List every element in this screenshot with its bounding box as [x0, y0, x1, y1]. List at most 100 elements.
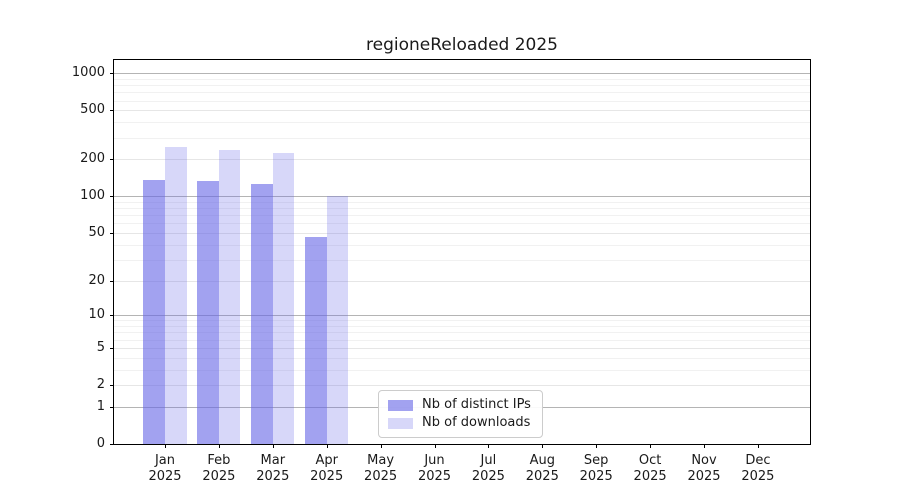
y-tick-label-1: 1 — [96, 398, 105, 414]
gridline-minor-600 — [114, 100, 810, 102]
x-tick-label-jun: Jun 2025 — [407, 453, 463, 485]
x-tick-label-nov: Nov 2025 — [676, 453, 732, 485]
legend-label-downloads: Nb of downloads — [422, 415, 531, 430]
y-tick-label-2: 2 — [96, 377, 105, 392]
x-tick-mark-jan — [165, 444, 166, 448]
y-tick-mark-50 — [110, 233, 114, 234]
gridline-minor-80 — [114, 208, 810, 210]
gridline-minor-700 — [114, 92, 810, 94]
gridline-minor-8 — [114, 326, 810, 328]
bar-ips-apr — [305, 237, 327, 444]
gridline-major-200 — [114, 159, 810, 161]
x-tick-month: Nov — [691, 453, 717, 468]
y-tick-label-10: 10 — [88, 307, 105, 323]
x-tick-year: 2025 — [687, 469, 721, 484]
x-tick-label-apr: Apr 2025 — [299, 453, 355, 485]
y-tick-mark-200 — [110, 159, 114, 161]
gridline-minor-7 — [114, 332, 810, 334]
gridline-major-50 — [114, 233, 810, 234]
y-tick-mark-0 — [110, 444, 114, 445]
gridline-minor-60 — [114, 223, 810, 225]
y-tick-mark-5 — [110, 347, 114, 349]
x-tick-label-may: May 2025 — [353, 453, 409, 485]
y-tick-mark-20 — [110, 280, 114, 282]
bar-downloads-feb — [218, 149, 241, 444]
legend: Nb of distinct IPs Nb of downloads — [378, 390, 543, 438]
gridline-major-5 — [114, 347, 810, 349]
y-tick-mark-10 — [110, 315, 114, 317]
x-tick-mark-aug — [542, 444, 544, 448]
bar-downloads-apr — [326, 196, 349, 444]
gridline-minor-800 — [114, 85, 810, 87]
y-tick-mark-1 — [110, 406, 114, 408]
x-tick-mark-apr — [326, 444, 328, 448]
x-tick-label-feb: Feb 2025 — [191, 453, 247, 485]
x-tick-mark-nov — [704, 444, 705, 448]
gridline-minor-4 — [114, 357, 810, 359]
gridline-minor-70 — [114, 215, 810, 217]
x-tick-month: Dec — [745, 453, 771, 468]
x-tick-month: Oct — [638, 453, 662, 468]
x-tick-year: 2025 — [525, 469, 559, 484]
gridline-minor-6 — [114, 339, 810, 341]
y-tick-label-100: 100 — [80, 188, 105, 204]
x-tick-mark-sep — [596, 444, 598, 448]
x-tick-month: Mar — [260, 453, 286, 468]
legend-swatch-distinct-ips — [388, 399, 413, 411]
x-tick-month: May — [367, 453, 395, 468]
x-tick-year: 2025 — [741, 469, 775, 484]
x-tick-mark-oct — [650, 444, 652, 448]
x-tick-label-sep: Sep 2025 — [568, 453, 624, 485]
legend-entry-distinct-ips: Nb of distinct IPs — [388, 398, 533, 412]
x-tick-label-dec: Dec 2025 — [730, 453, 786, 485]
bar-ips-feb — [197, 180, 219, 444]
gridline-major-500 — [114, 110, 810, 112]
x-tick-year: 2025 — [579, 469, 613, 484]
legend-entry-downloads: Nb of downloads — [388, 416, 533, 430]
gridline-minor-900 — [114, 78, 810, 80]
legend-swatch-downloads — [388, 417, 413, 429]
y-tick-mark-100 — [110, 196, 114, 198]
gridline-major-20 — [114, 280, 810, 282]
y-tick-label-20: 20 — [88, 272, 105, 288]
gridline-minor-400 — [114, 122, 810, 124]
gridline-minor-30 — [114, 259, 810, 261]
gridline-minor-90 — [114, 201, 810, 203]
gridline-minor-9 — [114, 320, 810, 322]
y-tick-mark-1000 — [110, 73, 114, 75]
x-tick-mark-jul — [488, 444, 490, 448]
y-tick-mark-2 — [110, 385, 114, 386]
x-tick-label-jan: Jan 2025 — [137, 453, 193, 485]
gridline-minor-300 — [114, 137, 810, 139]
x-tick-label-mar: Mar 2025 — [245, 453, 301, 485]
gridline-decade-10 — [114, 315, 810, 317]
x-tick-month: Apr — [315, 453, 338, 468]
plot-area — [114, 60, 810, 444]
bar-ips-jan — [143, 180, 165, 444]
bar-ips-mar — [251, 184, 273, 444]
gridline-minor-3 — [114, 369, 810, 371]
gridline-minor-40 — [114, 244, 810, 246]
y-tick-label-0: 0 — [96, 436, 105, 451]
x-tick-label-oct: Oct 2025 — [622, 453, 678, 485]
x-tick-label-jul: Jul 2025 — [460, 453, 516, 485]
y-tick-label-5: 5 — [96, 339, 105, 355]
x-tick-year: 2025 — [202, 469, 236, 484]
gridline-major-2 — [114, 385, 810, 386]
x-tick-month: Jul — [480, 453, 497, 468]
x-tick-year: 2025 — [364, 469, 398, 484]
y-tick-mark-500 — [110, 110, 114, 112]
x-tick-month: Aug — [529, 453, 555, 468]
x-tick-mark-mar — [272, 444, 274, 448]
bar-downloads-mar — [272, 152, 295, 444]
x-tick-year: 2025 — [148, 469, 182, 484]
y-tick-label-500: 500 — [80, 102, 105, 118]
x-tick-year: 2025 — [310, 469, 344, 484]
legend-label-distinct-ips: Nb of distinct IPs — [422, 397, 531, 412]
x-tick-year: 2025 — [633, 469, 667, 484]
gridline-decade-1000 — [114, 73, 810, 75]
x-tick-month: Jan — [154, 453, 176, 468]
x-tick-mark-feb — [218, 444, 220, 448]
x-tick-year: 2025 — [471, 469, 505, 484]
